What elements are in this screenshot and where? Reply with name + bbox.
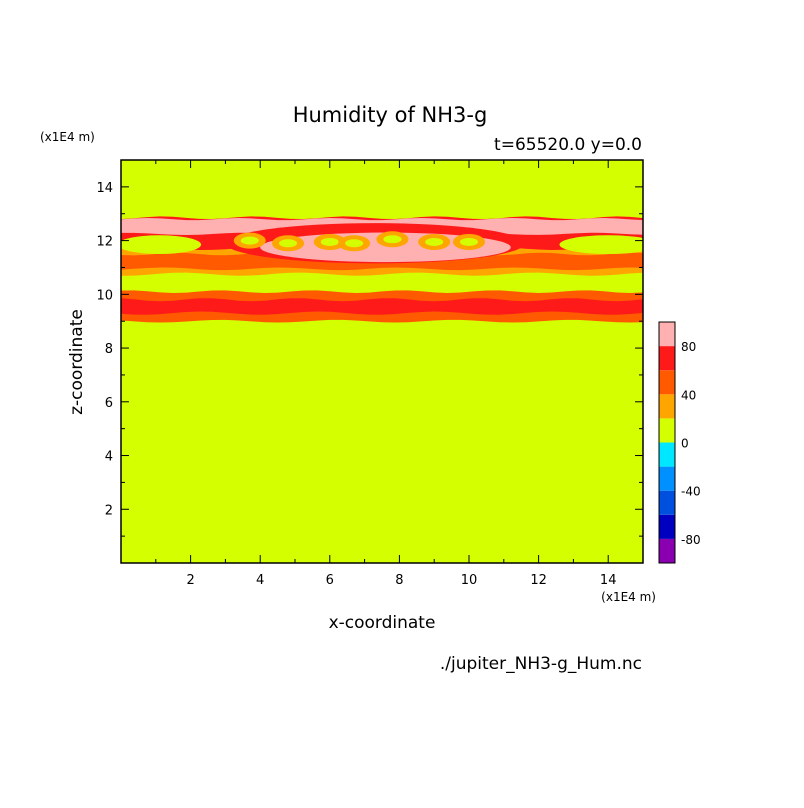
colorbar-tick-label: 0 [681, 437, 689, 451]
colorbar-frame [658, 321, 676, 564]
y-tick-label: 2 [105, 503, 113, 518]
y-tick-label: 4 [105, 450, 113, 465]
x-tick-label: 10 [461, 573, 478, 588]
contour-patch-right [559, 235, 643, 255]
x-tick-label: 8 [395, 573, 403, 588]
y-axis: 2 4 6 8 10 12 14 [96, 181, 643, 537]
contour-blob-core-0 [240, 236, 259, 245]
contour-patch-left [121, 235, 202, 255]
y-tick-label: 14 [96, 181, 113, 196]
y-tick-label: 10 [96, 288, 113, 303]
contour-blob-core-3 [345, 239, 364, 248]
chart-subtitle: t=65520.0 y=0.0 [494, 135, 642, 155]
y-axis-label: z-coordinate [67, 309, 87, 415]
plot-area [121, 160, 643, 563]
x-axis-unit: (x1E4 m) [601, 590, 656, 604]
contour-blob-core-5 [425, 237, 444, 246]
colorbar-swatch [659, 490, 675, 515]
x-tick-label: 6 [326, 573, 334, 588]
colorbar-tick-label: -80 [681, 533, 701, 547]
colorbar-swatch [659, 538, 675, 563]
contour-blob-core-4 [383, 235, 402, 244]
colorbar: 80 40 0 -40 -80 [658, 321, 701, 564]
colorbar-tick-label: 80 [681, 340, 696, 354]
x-axis: 2 4 6 8 10 12 14 [155, 160, 617, 588]
chart-title: Humidity of NH3-g [293, 103, 488, 127]
contour-blob-core-1 [279, 239, 298, 248]
x-tick-label: 4 [256, 573, 264, 588]
file-label: ./jupiter_NH3-g_Hum.nc [440, 654, 642, 674]
colorbar-tick-label: -40 [681, 485, 701, 499]
contour-blob-core-2 [320, 237, 339, 246]
colorbar-swatch [659, 394, 675, 419]
y-tick-label: 6 [105, 396, 113, 411]
y-tick-label: 8 [105, 342, 113, 357]
contour-blob-core-6 [460, 237, 478, 246]
x-tick-label: 14 [600, 573, 617, 588]
x-tick-label: 2 [186, 573, 194, 588]
y-tick-label: 12 [96, 235, 113, 250]
colorbar-swatch [659, 466, 675, 491]
colorbar-swatch [659, 346, 675, 371]
z-axis-unit: (x1E4 m) [40, 130, 95, 144]
x-axis-label: x-coordinate [329, 613, 436, 633]
colorbar-swatch [659, 442, 675, 467]
colorbar-swatch [659, 322, 675, 347]
contour-band-lower-core [121, 298, 643, 315]
colorbar-tick-label: 40 [681, 388, 696, 402]
colorbar-swatch [659, 418, 675, 443]
colorbar-swatch [659, 514, 675, 539]
x-tick-label: 12 [530, 573, 547, 588]
colorbar-swatch [659, 370, 675, 395]
plot-frame [120, 159, 644, 564]
